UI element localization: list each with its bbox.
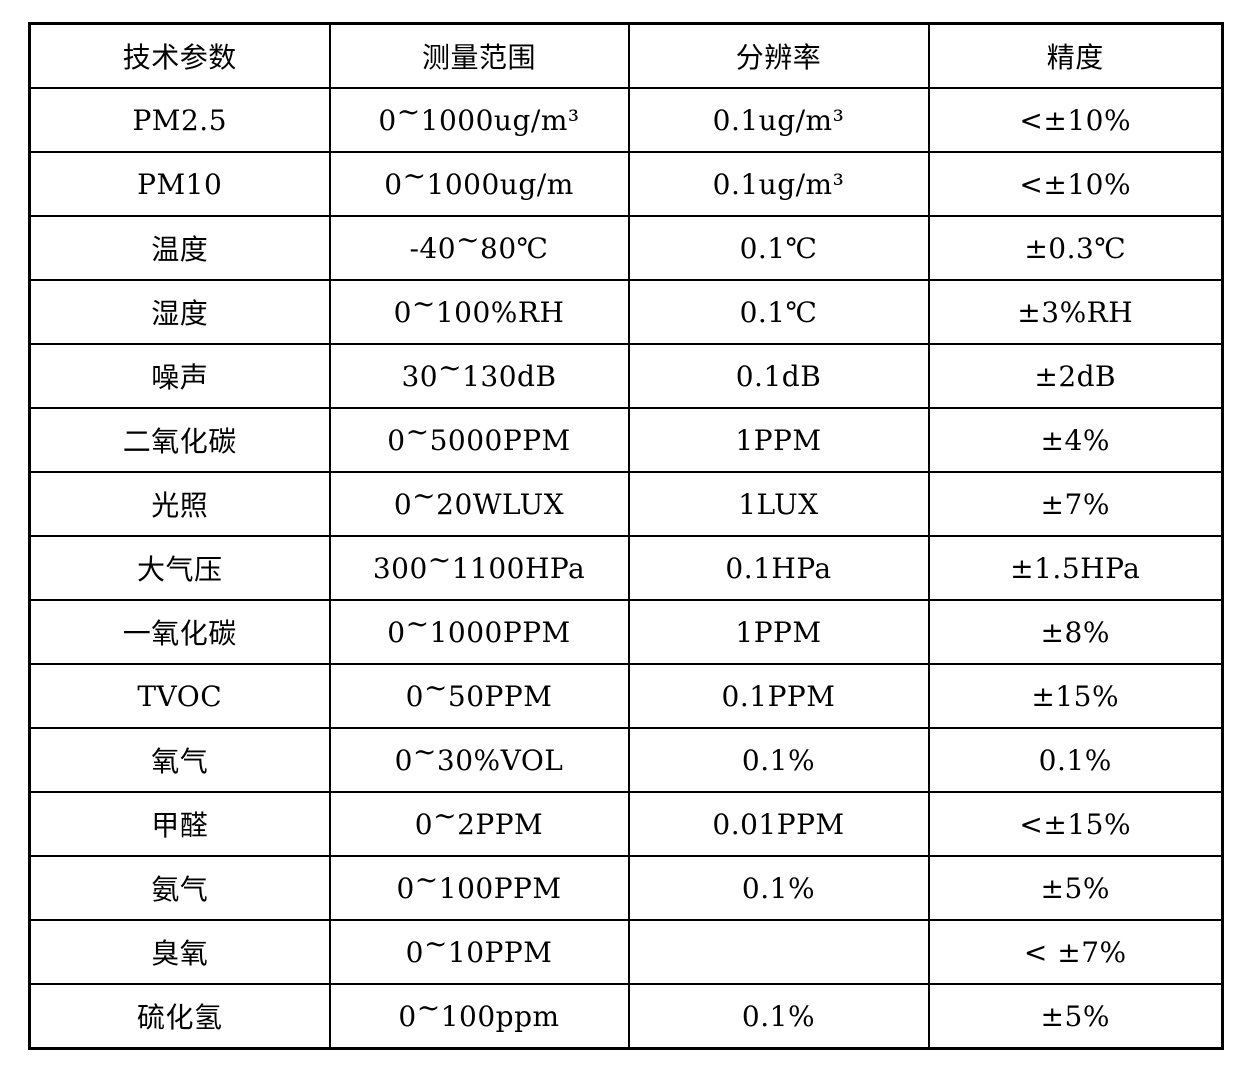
cell-param: 硫化氢 [28, 983, 331, 1050]
spec-table-header: 技术参数 测量范围 分辨率 精度 [28, 22, 1224, 89]
table-row: 温度 -40~80℃ 0.1℃ ±0.3℃ [28, 215, 1224, 281]
tilde-glyph: ~ [405, 414, 430, 448]
cell-accuracy: ±8% [927, 599, 1224, 665]
cell-resolution: 0.1% [627, 855, 930, 921]
tilde-glyph: ~ [416, 990, 441, 1024]
cell-resolution: 0.1ug/m³ [627, 151, 930, 217]
cell-range: 0~100PPM [328, 855, 630, 921]
cell-accuracy: ±4% [927, 407, 1224, 473]
cell-range: 0~1000ug/m [328, 151, 630, 217]
cell-range: 0~100ppm [328, 983, 630, 1050]
cell-range: -40~80℃ [328, 215, 630, 281]
cell-range: 0~1000ug/m³ [328, 87, 630, 153]
cell-accuracy: ±15% [927, 663, 1224, 729]
header-row: 技术参数 测量范围 分辨率 精度 [28, 22, 1224, 89]
cell-param: 氨气 [28, 855, 331, 921]
tilde-glyph: ~ [423, 670, 448, 704]
cell-resolution: 0.1HPa [627, 535, 930, 601]
table-row: 氨气 0~100PPM 0.1% ±5% [28, 855, 1224, 921]
tilde-glyph: ~ [402, 158, 427, 192]
table-row: PM10 0~1000ug/m 0.1ug/m³ <±10% [28, 151, 1224, 217]
cell-range: 0~20WLUX [328, 471, 630, 537]
cell-range: 0~10PPM [328, 919, 630, 985]
tilde-glyph: ~ [433, 798, 458, 832]
cell-param: 温度 [28, 215, 331, 281]
table-row: 光照 0~20WLUX 1LUX ±7% [28, 471, 1224, 537]
tilde-glyph: ~ [405, 606, 430, 640]
cell-param: 噪声 [28, 343, 331, 409]
tilde-glyph: ~ [414, 862, 439, 896]
cell-accuracy: <±10% [927, 87, 1224, 153]
cell-accuracy: ±3%RH [927, 279, 1224, 345]
cell-accuracy: ±5% [927, 983, 1224, 1050]
cell-param: 氧气 [28, 727, 331, 793]
cell-resolution: 1PPM [627, 407, 930, 473]
cell-accuracy: <±15% [927, 791, 1224, 857]
column-header-range: 测量范围 [328, 22, 630, 89]
column-header-accuracy: 精度 [927, 22, 1224, 89]
table-row: TVOC 0~50PPM 0.1PPM ±15% [28, 663, 1224, 729]
cell-param: 二氧化碳 [28, 407, 331, 473]
cell-param: PM2.5 [28, 87, 331, 153]
cell-param: 臭氧 [28, 919, 331, 985]
cell-accuracy: < ±7% [927, 919, 1224, 985]
cell-resolution: 1PPM [627, 599, 930, 665]
table-row: 臭氧 0~10PPM < ±7% [28, 919, 1224, 985]
cell-resolution: 0.1℃ [627, 279, 930, 345]
cell-param: 甲醛 [28, 791, 331, 857]
tilde-glyph: ~ [456, 222, 481, 256]
table-row: 硫化氢 0~100ppm 0.1% ±5% [28, 983, 1224, 1050]
spec-table: 技术参数 测量范围 分辨率 精度 PM2.5 0~1000ug/m³ 0.1ug… [28, 22, 1224, 1050]
cell-resolution: 0.1℃ [627, 215, 930, 281]
table-row: 一氧化碳 0~1000PPM 1PPM ±8% [28, 599, 1224, 665]
table-row: 甲醛 0~2PPM 0.01PPM <±15% [28, 791, 1224, 857]
spec-table-body: PM2.5 0~1000ug/m³ 0.1ug/m³ <±10% PM10 0~… [28, 87, 1224, 1050]
tilde-glyph: ~ [438, 350, 463, 384]
cell-param: 光照 [28, 471, 331, 537]
cell-range: 0~2PPM [328, 791, 630, 857]
cell-param: TVOC [28, 663, 331, 729]
tilde-glyph: ~ [427, 542, 452, 576]
cell-resolution: 0.1% [627, 983, 930, 1050]
cell-range: 0~30%VOL [328, 727, 630, 793]
cell-range: 0~5000PPM [328, 407, 630, 473]
cell-range: 0~50PPM [328, 663, 630, 729]
cell-resolution: 0.1% [627, 727, 930, 793]
tilde-glyph: ~ [411, 286, 436, 320]
cell-param: PM10 [28, 151, 331, 217]
cell-accuracy: ±2dB [927, 343, 1224, 409]
table-row: 湿度 0~100%RH 0.1℃ ±3%RH [28, 279, 1224, 345]
tilde-glyph: ~ [423, 926, 448, 960]
cell-resolution: 0.1PPM [627, 663, 930, 729]
cell-range: 0~100%RH [328, 279, 630, 345]
cell-resolution: 0.1ug/m³ [627, 87, 930, 153]
table-row: 噪声 30~130dB 0.1dB ±2dB [28, 343, 1224, 409]
cell-accuracy: ±0.3℃ [927, 215, 1224, 281]
tilde-glyph: ~ [412, 734, 437, 768]
column-header-resolution: 分辨率 [627, 22, 930, 89]
column-header-param: 技术参数 [28, 22, 331, 89]
table-row: 二氧化碳 0~5000PPM 1PPM ±4% [28, 407, 1224, 473]
cell-resolution: 0.1dB [627, 343, 930, 409]
cell-accuracy: ±5% [927, 855, 1224, 921]
tilde-glyph: ~ [412, 478, 437, 512]
cell-accuracy: ±1.5HPa [927, 535, 1224, 601]
cell-accuracy: 0.1% [927, 727, 1224, 793]
cell-accuracy: <±10% [927, 151, 1224, 217]
table-row: PM2.5 0~1000ug/m³ 0.1ug/m³ <±10% [28, 87, 1224, 153]
cell-resolution: 0.01PPM [627, 791, 930, 857]
table-row: 大气压 300~1100HPa 0.1HPa ±1.5HPa [28, 535, 1224, 601]
cell-range: 300~1100HPa [328, 535, 630, 601]
cell-param: 湿度 [28, 279, 331, 345]
cell-range: 0~1000PPM [328, 599, 630, 665]
cell-param: 一氧化碳 [28, 599, 331, 665]
tilde-glyph: ~ [396, 94, 421, 128]
cell-resolution [627, 919, 930, 985]
cell-param: 大气压 [28, 535, 331, 601]
table-row: 氧气 0~30%VOL 0.1% 0.1% [28, 727, 1224, 793]
cell-range: 30~130dB [328, 343, 630, 409]
cell-accuracy: ±7% [927, 471, 1224, 537]
cell-resolution: 1LUX [627, 471, 930, 537]
